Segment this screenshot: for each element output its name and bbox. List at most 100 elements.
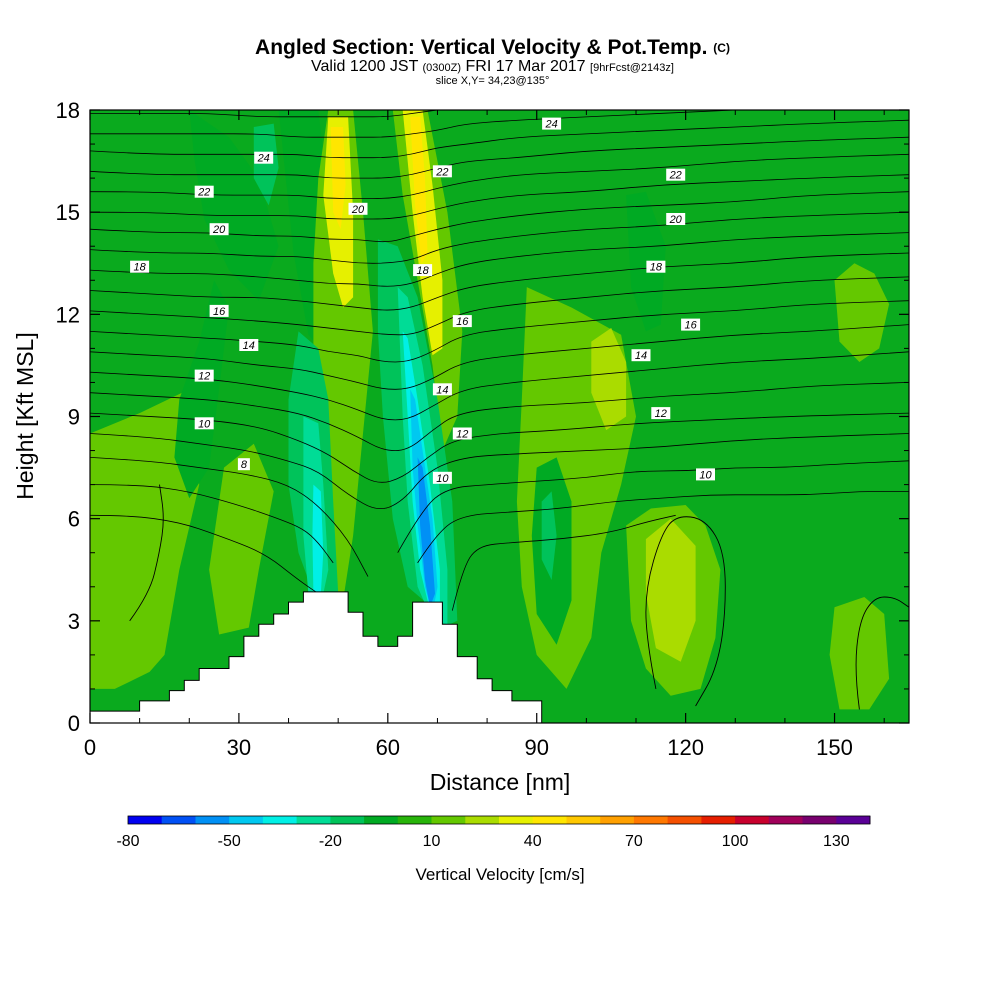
x-tick-label: 90	[524, 735, 548, 760]
y-axis-title: Height [Kft MSL]	[12, 332, 38, 499]
colorbar-swatch-20	[802, 816, 837, 824]
contour-label-text: 12	[655, 408, 667, 420]
colorbar-tick-label: 70	[625, 833, 643, 850]
contour-label-text: 16	[213, 306, 226, 318]
theta-contour-6	[90, 514, 319, 594]
colorbar-swatch-17	[701, 816, 736, 824]
forecast-tag: [9hrFcst@2143z]	[590, 62, 674, 74]
theta-contour-7	[90, 484, 334, 564]
title-text: Angled Section: Vertical Velocity & Pot.…	[255, 36, 708, 59]
contour-label-8: 8	[237, 458, 250, 471]
contour-label-23: 10	[696, 468, 715, 481]
contour-label-text: 18	[650, 262, 663, 274]
colorbar-swatch-21	[836, 816, 871, 824]
velocity-zero-contour-0	[129, 484, 164, 622]
contour-label-16: 24	[542, 117, 562, 131]
theta-contour-12	[90, 351, 909, 421]
contour-label-1: 22	[194, 185, 214, 199]
contour-label-12: 16	[452, 315, 472, 328]
colorbar-tick-label: 10	[423, 833, 441, 850]
theta-contour-22	[90, 136, 909, 179]
contour-labels: 24 22 20 18 16 14 12 10 8 20 22 18 16 14 12 10 24 22 20 18 1…	[130, 117, 715, 485]
colorbar-tick-label: 130	[823, 833, 850, 850]
x-axis-title: Distance [nm]	[430, 769, 571, 795]
colorbar-tick-label: -80	[116, 833, 139, 850]
contour-label-bg	[130, 260, 150, 273]
colorbar-swatch-7	[364, 816, 399, 824]
contour-label-text: 14	[635, 350, 647, 362]
contour-label-text: 16	[684, 320, 697, 332]
contour-label-bg	[452, 427, 472, 440]
contour-label-bg	[432, 471, 452, 484]
velocity-region-6	[645, 518, 696, 662]
colorbar-swatch-14	[600, 816, 635, 824]
x-tick-label: 120	[667, 735, 704, 760]
contour-label-2: 20	[209, 223, 229, 236]
velocity-region-5	[829, 597, 890, 710]
contour-label-text: 20	[669, 214, 683, 226]
colorbar-tick-label: 100	[722, 833, 749, 850]
contour-label-bg	[348, 202, 368, 215]
contour-label-bg	[452, 315, 472, 328]
valid-date: FRI 17 Mar 2017	[465, 58, 586, 75]
contour-label-4: 16	[209, 304, 229, 318]
contour-label-bg	[209, 223, 229, 236]
y-tick-label: 18	[56, 98, 80, 123]
theta-contour-18	[90, 211, 909, 264]
y-tick-label: 6	[68, 507, 80, 532]
contour-label-text: 22	[197, 187, 210, 199]
theta-contour-15	[90, 276, 909, 336]
velocity-region-9	[174, 280, 229, 499]
theta-contour-13	[90, 324, 909, 390]
contour-label-3: 18	[130, 260, 150, 274]
colorbar: -80 -50 -20 10 40 70 100 130	[116, 815, 871, 850]
theta-contour-10	[90, 412, 909, 483]
colorbar-swatch-4	[262, 816, 298, 824]
contour-label-bg	[209, 304, 229, 317]
contour-label-text: 14	[436, 384, 448, 396]
colorbar-swatch-10	[465, 816, 500, 824]
theta-contour-8	[397, 460, 909, 553]
contour-label-text: 22	[435, 166, 448, 178]
colorbar-swatch-13	[566, 816, 601, 824]
contour-label-11: 18	[413, 264, 433, 277]
theta-contour-8	[90, 457, 369, 577]
contour-label-bg	[666, 168, 686, 181]
x-tick-label: 150	[816, 735, 853, 760]
contour-label-bg	[681, 318, 701, 331]
x-tick-label: 60	[376, 735, 400, 760]
theta-contour-16	[90, 252, 909, 311]
colorbar-swatch-2	[195, 816, 230, 824]
contour-label-text: 12	[456, 429, 468, 441]
contour-label-6: 12	[194, 369, 214, 383]
y-tick-label: 12	[56, 302, 80, 327]
theta-contour-21	[90, 153, 909, 199]
colorbar-swatch-15	[633, 816, 669, 824]
colorbar-swatch-11	[499, 816, 534, 824]
contour-label-text: 20	[351, 204, 365, 216]
theta-contour-25	[90, 110, 438, 118]
theta-contour-7	[417, 491, 909, 564]
theta-contour-9	[90, 433, 909, 510]
colorbar-tick-label: -20	[319, 833, 342, 850]
contour-label-bg	[194, 417, 214, 430]
velocity-region-1	[209, 443, 274, 635]
colorbar-swatch-6	[330, 816, 365, 824]
colorbar-swatch-0	[128, 816, 163, 824]
contour-label-bg	[194, 369, 214, 382]
contour-label-text: 16	[456, 316, 469, 328]
theta-contours	[90, 110, 909, 710]
contour-label-text: 8	[241, 459, 248, 471]
contour-label-17: 22	[666, 168, 686, 182]
colorbar-swatch-5	[296, 816, 331, 824]
axis-ticks: 0 30 60 90 120 150 0 3 6 9 12 15 18	[56, 98, 909, 760]
contour-label-15: 10	[432, 471, 452, 485]
y-tick-label: 0	[68, 711, 80, 736]
velocity-zero-contour-1	[645, 516, 726, 707]
contour-label-bg	[432, 165, 452, 178]
colorbar-swatch-16	[667, 816, 702, 824]
valid-time: Valid 1200 JST (0300Z) FRI 17 Mar 2017 […	[0, 58, 1000, 75]
colorbar-swatch-9	[431, 816, 466, 824]
contour-label-bg	[237, 458, 250, 471]
